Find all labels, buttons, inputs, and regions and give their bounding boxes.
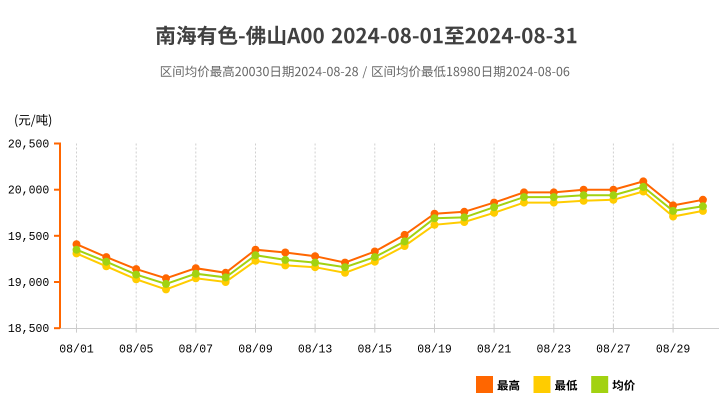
svg-text:20,500: 20,500: [8, 138, 50, 151]
svg-text:08/29: 08/29: [656, 343, 691, 356]
svg-text:08/05: 08/05: [119, 343, 154, 356]
svg-text:08/07: 08/07: [179, 343, 214, 356]
svg-text:18,500: 18,500: [8, 323, 50, 336]
svg-text:08/15: 08/15: [358, 343, 393, 356]
svg-text:19,500: 19,500: [8, 231, 50, 244]
svg-text:08/19: 08/19: [417, 343, 452, 356]
svg-text:08/23: 08/23: [537, 343, 572, 356]
svg-text:20,000: 20,000: [8, 185, 50, 198]
svg-text:08/13: 08/13: [298, 343, 333, 356]
svg-text:08/21: 08/21: [477, 343, 512, 356]
svg-text:08/27: 08/27: [596, 343, 631, 356]
svg-text:08/01: 08/01: [59, 343, 94, 356]
svg-text:08/09: 08/09: [238, 343, 273, 356]
svg-text:19,000: 19,000: [8, 277, 50, 290]
